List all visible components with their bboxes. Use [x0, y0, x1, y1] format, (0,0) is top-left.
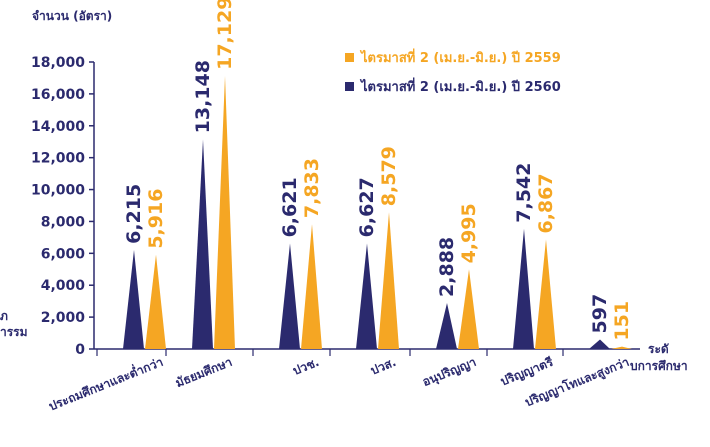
bar-2559	[458, 269, 479, 349]
bar-2560	[279, 243, 300, 349]
y-tick-label: 8,000	[41, 214, 86, 230]
value-label-2560: 597	[589, 294, 611, 334]
bar-2560	[123, 249, 144, 349]
value-label-2560: 6,627	[356, 177, 378, 237]
y-tick-label: 4,000	[41, 278, 86, 294]
legend-label: ไตรมาสที่ 2 (เม.ย.-มิ.ย.) ปี 2560	[359, 77, 561, 95]
value-label-2560: 6,621	[279, 177, 301, 237]
y-axis-title: จำนวน (อัตรา)	[32, 9, 112, 23]
y-tick-label: 18,000	[31, 55, 85, 71]
bar-2560	[436, 302, 457, 349]
category-label: ปวส.	[369, 355, 399, 378]
left-partial-label-2: ารรม	[0, 325, 28, 339]
bar-2559	[611, 346, 632, 349]
bar-2560	[589, 339, 610, 349]
category-label: ปริญญาตรี	[498, 355, 555, 389]
value-label-2559: 17,129	[214, 0, 236, 70]
y-tick-label: 0	[75, 342, 85, 358]
y-tick-label: 6,000	[41, 246, 86, 262]
bar-2559	[378, 212, 399, 349]
value-label-2560: 2,888	[436, 237, 458, 297]
legend: ไตรมาสที่ 2 (เม.ย.-มิ.ย.) ปี 2559 ไตรมาสท…	[345, 48, 561, 95]
value-label-2559: 5,916	[145, 189, 167, 249]
left-partial-label-1: ภ	[0, 309, 8, 323]
bars	[123, 75, 632, 350]
bar-2559	[535, 239, 556, 349]
value-label-2560: 6,215	[123, 184, 145, 244]
legend-swatch	[345, 82, 354, 91]
y-tick-label: 2,000	[41, 310, 86, 326]
bar-2559	[301, 224, 322, 349]
category-label: ประถมศึกษาและต่ำกว่า	[46, 353, 165, 414]
bar-2560	[356, 243, 377, 349]
x-axis-title-line1: ระดั	[648, 342, 670, 356]
value-label-2560: 13,148	[192, 60, 214, 133]
bar-2559	[214, 75, 235, 350]
value-label-2559: 151	[611, 301, 633, 341]
y-tick-label: 14,000	[31, 119, 85, 135]
y-axis: 0 2,000 4,000 6,000 8,000 10,000 12,000 14,000 1…	[31, 55, 95, 358]
y-tick-label: 12,000	[31, 151, 85, 167]
value-label-2559: 7,833	[301, 158, 323, 218]
legend-swatch	[345, 53, 354, 62]
y-tick-label: 16,000	[31, 87, 85, 103]
x-axis	[94, 348, 640, 356]
category-labels: ประถมศึกษาและต่ำกว่า มัธยมศึกษา ปวช. ปวส. อน…	[46, 353, 632, 414]
value-label-2559: 4,995	[458, 203, 480, 263]
legend-label: ไตรมาสที่ 2 (เม.ย.-มิ.ย.) ปี 2559	[359, 48, 561, 66]
x-axis-title-line2: บการศึกษา	[630, 359, 688, 373]
category-label: อนุปริญญา	[420, 355, 478, 390]
value-label-2559: 8,579	[378, 146, 400, 206]
category-label: ปวช.	[291, 355, 321, 378]
bar-2560	[192, 139, 213, 349]
category-label: มัธยมศึกษา	[174, 355, 235, 390]
bar-2559	[145, 254, 166, 349]
value-label-2559: 6,867	[535, 173, 557, 233]
bar-2560	[513, 228, 534, 349]
value-label-2560: 7,542	[513, 163, 535, 223]
y-tick-label: 10,000	[31, 183, 85, 199]
